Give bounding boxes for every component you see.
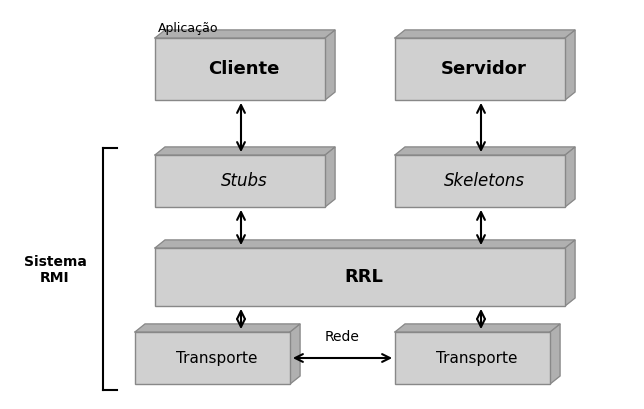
Polygon shape <box>155 30 335 38</box>
Text: Stubs: Stubs <box>221 172 267 190</box>
Text: Transporte: Transporte <box>436 351 517 366</box>
Text: Aplicação: Aplicação <box>158 22 218 35</box>
Text: Skeletons: Skeletons <box>444 172 524 190</box>
Bar <box>135 332 290 384</box>
Bar <box>155 248 565 306</box>
Bar <box>155 155 325 207</box>
Text: Rede: Rede <box>325 330 359 344</box>
Polygon shape <box>395 147 575 155</box>
Polygon shape <box>325 147 335 207</box>
Polygon shape <box>565 30 575 100</box>
Text: Transporte: Transporte <box>176 351 257 366</box>
Text: Sistema
RMI: Sistema RMI <box>24 255 86 285</box>
Polygon shape <box>395 324 560 332</box>
Bar <box>155 38 325 100</box>
Polygon shape <box>135 324 300 332</box>
Polygon shape <box>565 240 575 306</box>
Text: Servidor: Servidor <box>441 60 527 78</box>
Polygon shape <box>290 324 300 384</box>
Polygon shape <box>325 30 335 100</box>
Bar <box>395 38 565 100</box>
Polygon shape <box>565 147 575 207</box>
Polygon shape <box>155 240 575 248</box>
Bar <box>395 155 565 207</box>
Polygon shape <box>550 324 560 384</box>
Bar <box>395 332 550 384</box>
Text: Cliente: Cliente <box>208 60 279 78</box>
Text: RRL: RRL <box>345 268 383 286</box>
Polygon shape <box>395 30 575 38</box>
Polygon shape <box>155 147 335 155</box>
